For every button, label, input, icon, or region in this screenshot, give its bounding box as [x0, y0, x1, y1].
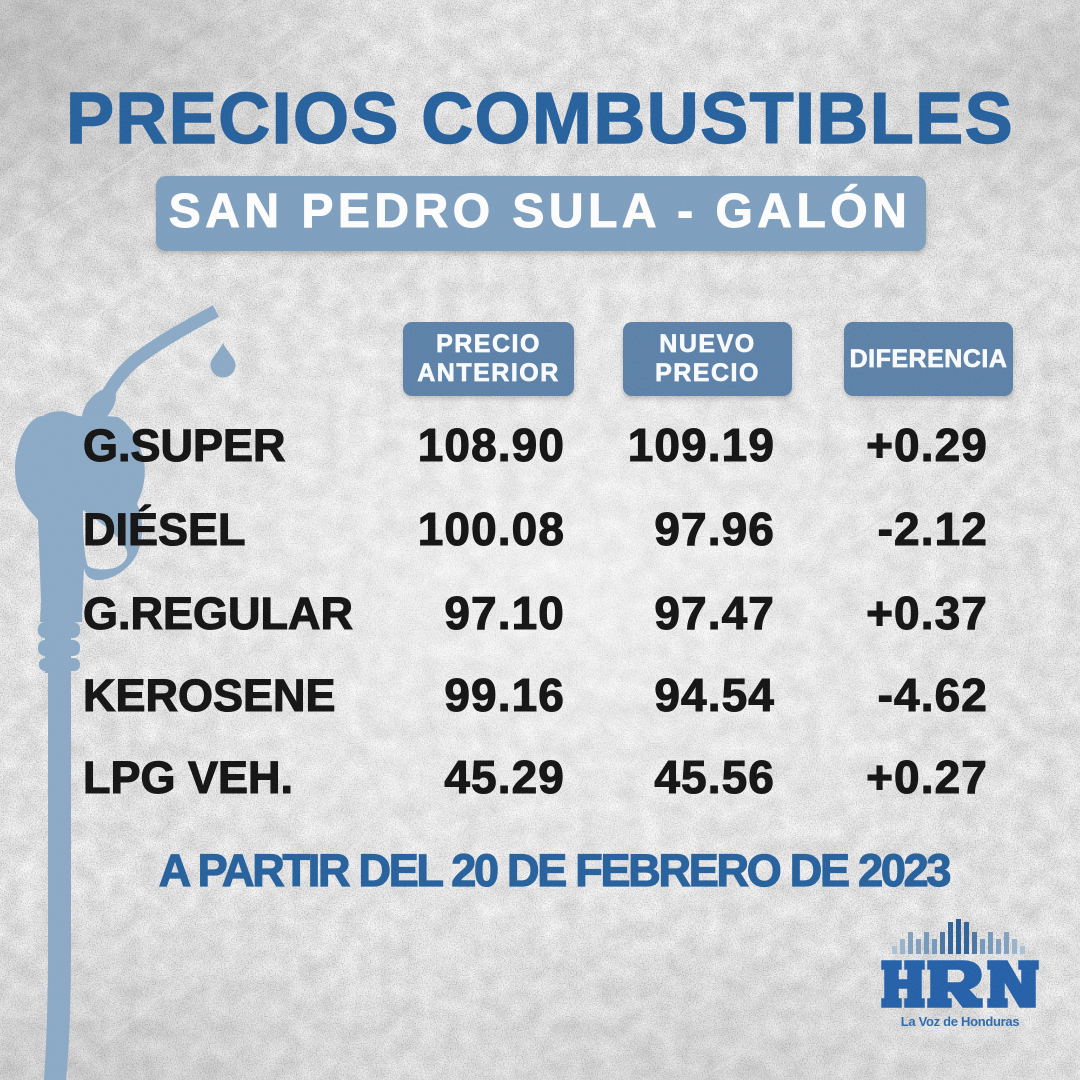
svg-text:La Voz de Honduras: La Voz de Honduras	[901, 1014, 1020, 1029]
